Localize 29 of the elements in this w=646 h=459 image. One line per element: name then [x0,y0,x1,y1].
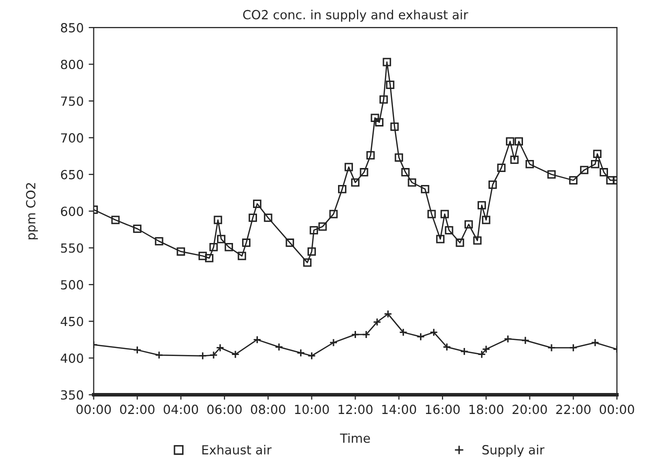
legend-label: Exhaust air [202,444,272,455]
legend-label: Supply air [482,444,544,457]
y-tick-label: 400 [60,353,84,363]
y-tick-label: 800 [60,60,84,70]
x-tick-label: 02:00 [120,404,154,414]
x-tick-label: 14:00 [382,404,416,414]
x-tick-label: 00:00 [600,404,634,414]
x-tick-label: 12:00 [338,404,372,414]
x-tick-label: 20:00 [512,404,547,414]
y-tick-label: 750 [61,96,84,106]
x-tick-label: 08:00 [250,404,286,414]
y-axis-title: ppm CO2 [26,183,38,240]
x-tick-label: 06:00 [207,404,242,414]
y-tick-label: 450 [60,316,84,326]
x-tick-label: 00:00 [76,404,111,414]
x-tick-label: 04:00 [164,404,198,414]
y-tick-label: 350 [61,390,84,400]
x-axis-title: Time [340,433,370,443]
y-tick-label: 600 [60,206,84,216]
y-tick-label: 550 [61,243,84,253]
x-tick-label: 18:00 [469,404,504,414]
x-tick-label: 22:00 [556,404,591,414]
y-tick-label: 850 [60,23,84,32]
y-tick-label: 500 [61,280,84,290]
x-tick-label: 16:00 [426,404,460,414]
chart-title: CO2 conc. in supply and exhaust air [243,10,468,22]
y-tick-label: 700 [61,133,84,143]
y-tick-label: 650 [60,170,84,180]
x-tick-label: 10:00 [295,404,329,414]
